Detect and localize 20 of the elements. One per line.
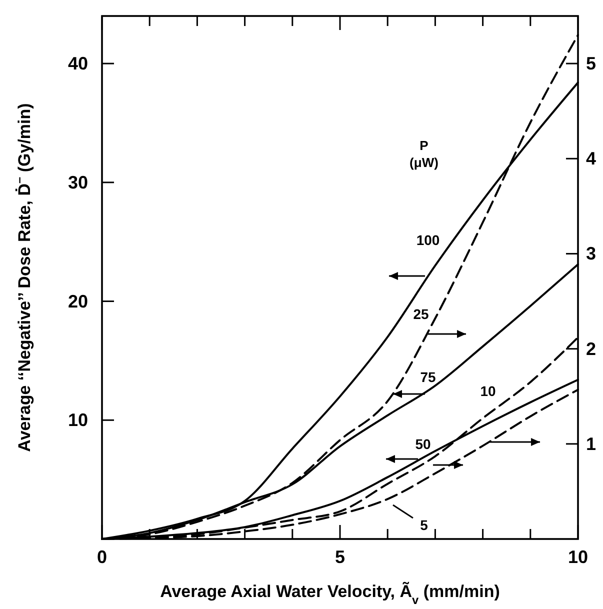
y2-tick-label: 3 xyxy=(586,244,596,264)
y2-tick-label: 5 xyxy=(586,54,596,74)
x-axis-title: Average Axial Water Velocity, Ã$_{v}$ (mm/min) xyxy=(160,581,500,607)
y2-tick-label: 4 xyxy=(586,148,596,169)
x-tick-label: 5 xyxy=(334,547,346,567)
series-label: 25 xyxy=(413,306,429,322)
y-tick-label: 10 xyxy=(68,410,88,430)
text: 5 xyxy=(420,517,428,533)
series-label: 10 xyxy=(480,383,496,399)
y-tick-label: 40 xyxy=(68,54,88,74)
x-tick-label: 10 xyxy=(568,547,588,567)
legend-title: P (μW) xyxy=(410,138,438,170)
x-tick-label: 0 xyxy=(96,547,108,567)
y-tick-label: 20 xyxy=(68,291,88,312)
series-label: 50 xyxy=(415,436,431,452)
y2-tick-label: 1 xyxy=(586,434,596,454)
y2-tick-label: 2 xyxy=(586,338,596,359)
series-label: 75 xyxy=(420,369,436,385)
y-tick-label: 30 xyxy=(68,172,88,192)
series-label: 100 xyxy=(416,232,440,248)
